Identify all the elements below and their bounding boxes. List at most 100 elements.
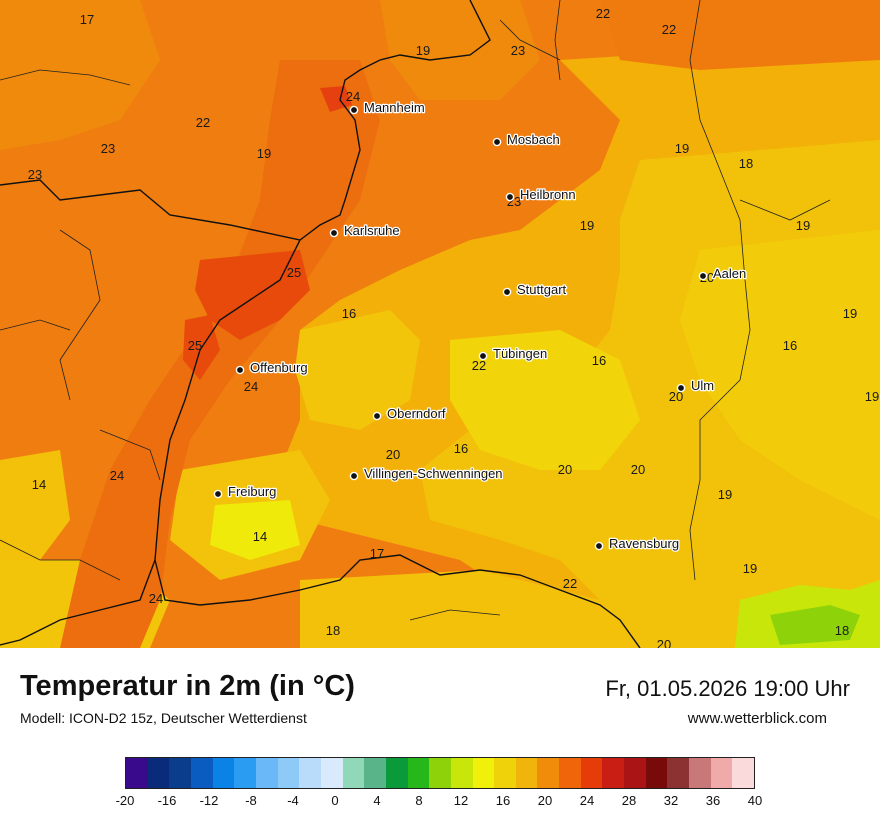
city-marker-villingen-schwenningen: Villingen-Schwenningen	[349, 465, 504, 482]
legend-swatch	[342, 758, 365, 788]
map-title: Temperatur in 2m (in °C)	[20, 670, 355, 702]
city-name: Freiburg	[228, 484, 276, 499]
temperature-label: 20	[669, 389, 683, 404]
legend-tick: 24	[579, 793, 595, 808]
temperature-label: 19	[675, 141, 689, 156]
legend-swatch	[277, 758, 300, 788]
temperature-label: 19	[718, 487, 732, 502]
city-name: Mannheim	[364, 100, 425, 115]
city-dot	[502, 287, 512, 297]
temperature-label: 24	[110, 468, 124, 483]
legend-swatch	[407, 758, 430, 788]
city-name: Karlsruhe	[344, 223, 400, 238]
temperature-label: 25	[188, 338, 202, 353]
legend-swatch	[624, 758, 646, 788]
temperature-label: 20	[657, 637, 671, 648]
temperature-label: 18	[739, 156, 753, 171]
city-marker-karlsruhe: Karlsruhe	[329, 222, 401, 239]
legend-swatch	[515, 758, 538, 788]
legend-tick: 32	[663, 793, 679, 808]
temperature-label: 16	[592, 353, 606, 368]
temperature-label: 16	[342, 306, 356, 321]
temperature-label: 20	[558, 462, 572, 477]
city-dot	[594, 541, 604, 551]
city-name: Aalen	[713, 266, 746, 281]
city-marker-t-bingen: Tübingen	[478, 345, 549, 362]
city-name: Stuttgart	[517, 282, 567, 297]
temperature-label: 19	[796, 218, 810, 233]
legend-tick: -8	[245, 793, 257, 808]
website-link[interactable]: www.wetterblick.com	[687, 710, 827, 727]
legend-swatch	[580, 758, 603, 788]
city-marker-ulm: Ulm	[676, 377, 715, 394]
legend-swatch	[126, 758, 148, 788]
temperature-label: 23	[28, 167, 42, 182]
model-source: Modell: ICON-D2 15z, Deutscher Wetterdie…	[20, 710, 307, 726]
legend-tick: 36	[705, 793, 721, 808]
legend-tick: -16	[157, 793, 177, 808]
city-name: Villingen-Schwenningen	[364, 466, 503, 481]
temperature-label: 23	[101, 141, 115, 156]
city-dot	[676, 383, 686, 393]
legend-tick: 12	[453, 793, 469, 808]
legend-tick: 40	[747, 793, 763, 808]
legend-swatch	[234, 758, 256, 788]
legend-swatch	[255, 758, 278, 788]
temperature-label: 22	[662, 22, 676, 37]
city-name: Mosbach	[507, 132, 560, 147]
temperature-label: 20	[386, 447, 400, 462]
map-canvas: 1722221923242223192319182319192516201925…	[0, 0, 880, 648]
temperature-label: 24	[244, 379, 258, 394]
legend-swatch	[559, 758, 581, 788]
temperature-label: 17	[370, 546, 384, 561]
temperature-label: 24	[346, 89, 360, 104]
city-dot	[349, 105, 359, 115]
legend-swatch	[429, 758, 451, 788]
city-name: Heilbronn	[520, 187, 576, 202]
legend-swatch	[364, 758, 386, 788]
legend-swatch	[537, 758, 560, 788]
legend-swatch	[385, 758, 408, 788]
city-dot	[235, 365, 245, 375]
legend-swatch	[472, 758, 495, 788]
city-marker-freiburg: Freiburg	[213, 483, 278, 500]
city-name: Offenburg	[250, 360, 308, 375]
temperature-label: 19	[843, 306, 857, 321]
temperature-label: 20	[631, 462, 645, 477]
temperature-label: 19	[865, 389, 879, 404]
legend-swatch	[320, 758, 343, 788]
city-marker-mannheim: Mannheim	[349, 99, 426, 116]
legend-swatch	[190, 758, 213, 788]
temperature-label: 22	[196, 115, 210, 130]
city-dot	[349, 471, 359, 481]
city-marker-stuttgart: Stuttgart	[502, 281, 568, 298]
city-marker-ravensburg: Ravensburg	[594, 535, 680, 552]
temperature-label: 18	[326, 623, 340, 638]
city-name: Ulm	[691, 378, 714, 393]
legend-tick: -4	[287, 793, 299, 808]
legend-tick: 20	[537, 793, 553, 808]
temperature-label: 19	[257, 146, 271, 161]
legend-swatch	[689, 758, 711, 788]
temperature-label: 16	[783, 338, 797, 353]
legend-tick: 8	[415, 793, 423, 808]
temperature-label: 16	[454, 441, 468, 456]
forecast-datetime: Fr, 01.05.2026 19:00 Uhr	[605, 676, 850, 701]
city-marker-mosbach: Mosbach	[492, 131, 561, 148]
temperature-label: 14	[32, 477, 46, 492]
legend-tick: 4	[373, 793, 381, 808]
legend-tick: 28	[621, 793, 637, 808]
legend-tick: -12	[199, 793, 219, 808]
temperature-label: 19	[580, 218, 594, 233]
legend-tick: -20	[115, 793, 135, 808]
temperature-label: 14	[253, 529, 267, 544]
temperature-label: 22	[596, 6, 610, 21]
legend-swatch	[212, 758, 235, 788]
city-dot	[698, 271, 708, 281]
city-name: Tübingen	[493, 346, 547, 361]
city-marker-oberndorf: Oberndorf	[372, 405, 447, 422]
city-marker-offenburg: Offenburg	[235, 359, 309, 376]
legend-swatch	[645, 758, 668, 788]
legend-swatch	[169, 758, 191, 788]
legend-swatch	[667, 758, 690, 788]
